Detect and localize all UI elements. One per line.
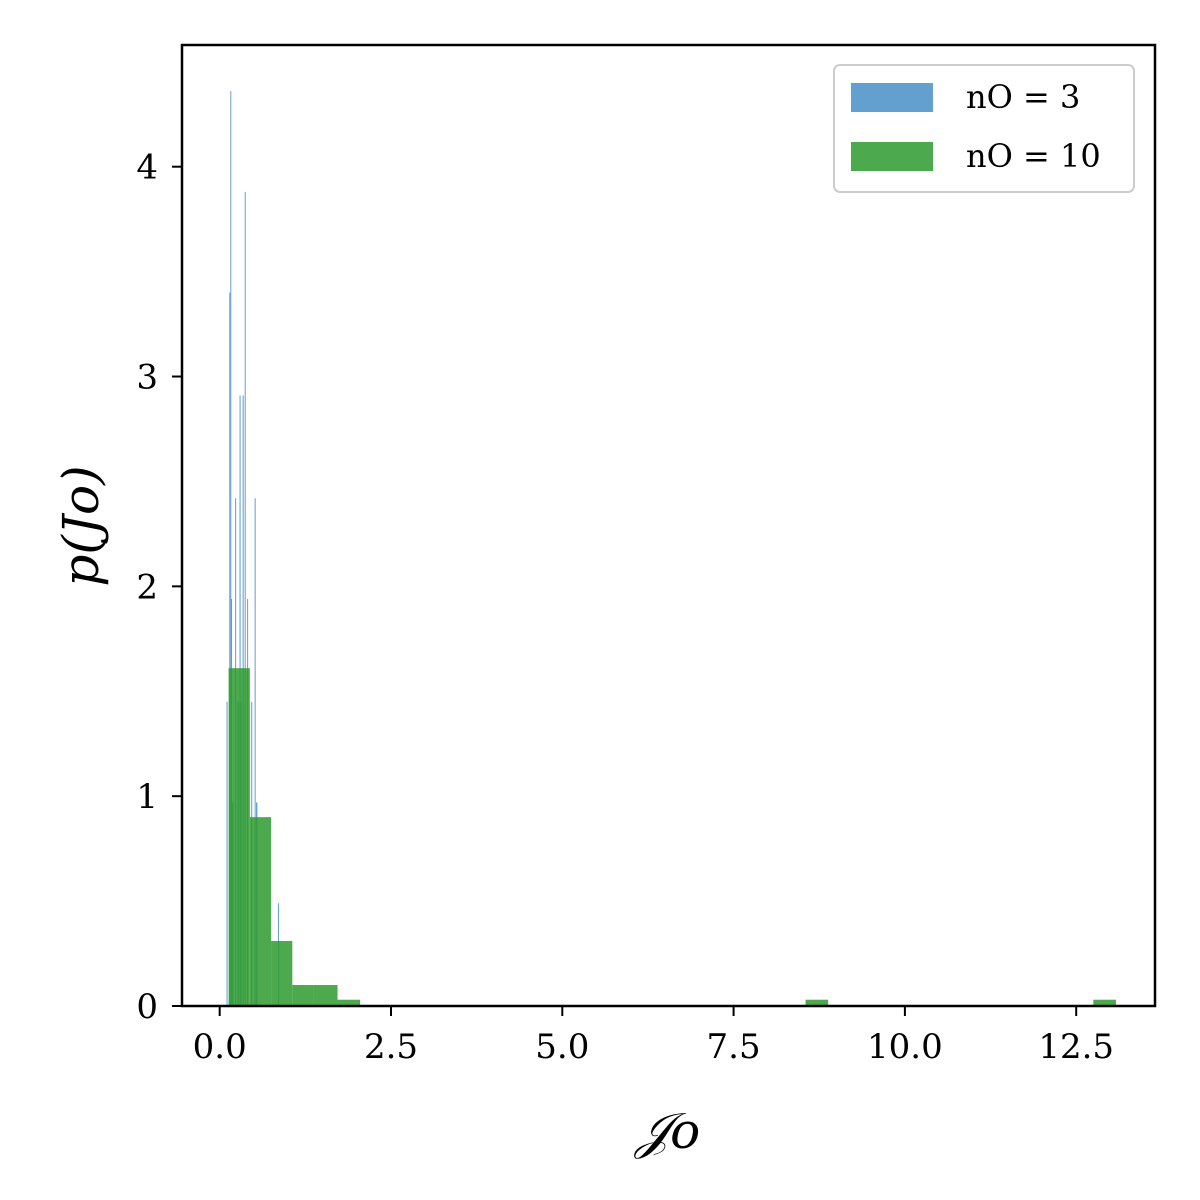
legend: nO = 3 nO = 10 — [834, 65, 1134, 192]
bar-n10-1 — [250, 817, 271, 1006]
y-axis-label: p(Jo) — [52, 465, 110, 586]
legend-label-n10: nO = 10 — [966, 137, 1101, 175]
y-tick-label-3: 3 — [136, 358, 158, 398]
legend-label-n3: nO = 3 — [966, 78, 1080, 116]
legend-swatch-n3 — [851, 83, 933, 112]
x-tick-label-4: 10.0 — [867, 1027, 943, 1067]
bar-n10-4 — [314, 985, 338, 1006]
legend-swatch-n10 — [851, 142, 933, 171]
x-tick-label-1: 2.5 — [364, 1027, 418, 1067]
bar-n10-3 — [292, 985, 313, 1006]
x-tick-label-5: 12.5 — [1038, 1027, 1114, 1067]
x-tick-label-0: 0.0 — [193, 1027, 247, 1067]
y-tick-label-2: 2 — [136, 567, 158, 607]
y-tick-label-1: 1 — [136, 777, 158, 817]
y-tick-label-4: 4 — [136, 148, 158, 188]
x-axis-label: 𝒥o — [634, 1102, 701, 1160]
bar-n3-0 — [227, 702, 228, 1006]
x-tick-label-3: 7.5 — [707, 1027, 761, 1067]
bar-n10-0 — [229, 668, 250, 1006]
bar-n10-2 — [271, 941, 292, 1006]
x-tick-label-2: 5.0 — [535, 1027, 589, 1067]
y-tick-label-0: 0 — [136, 987, 158, 1027]
